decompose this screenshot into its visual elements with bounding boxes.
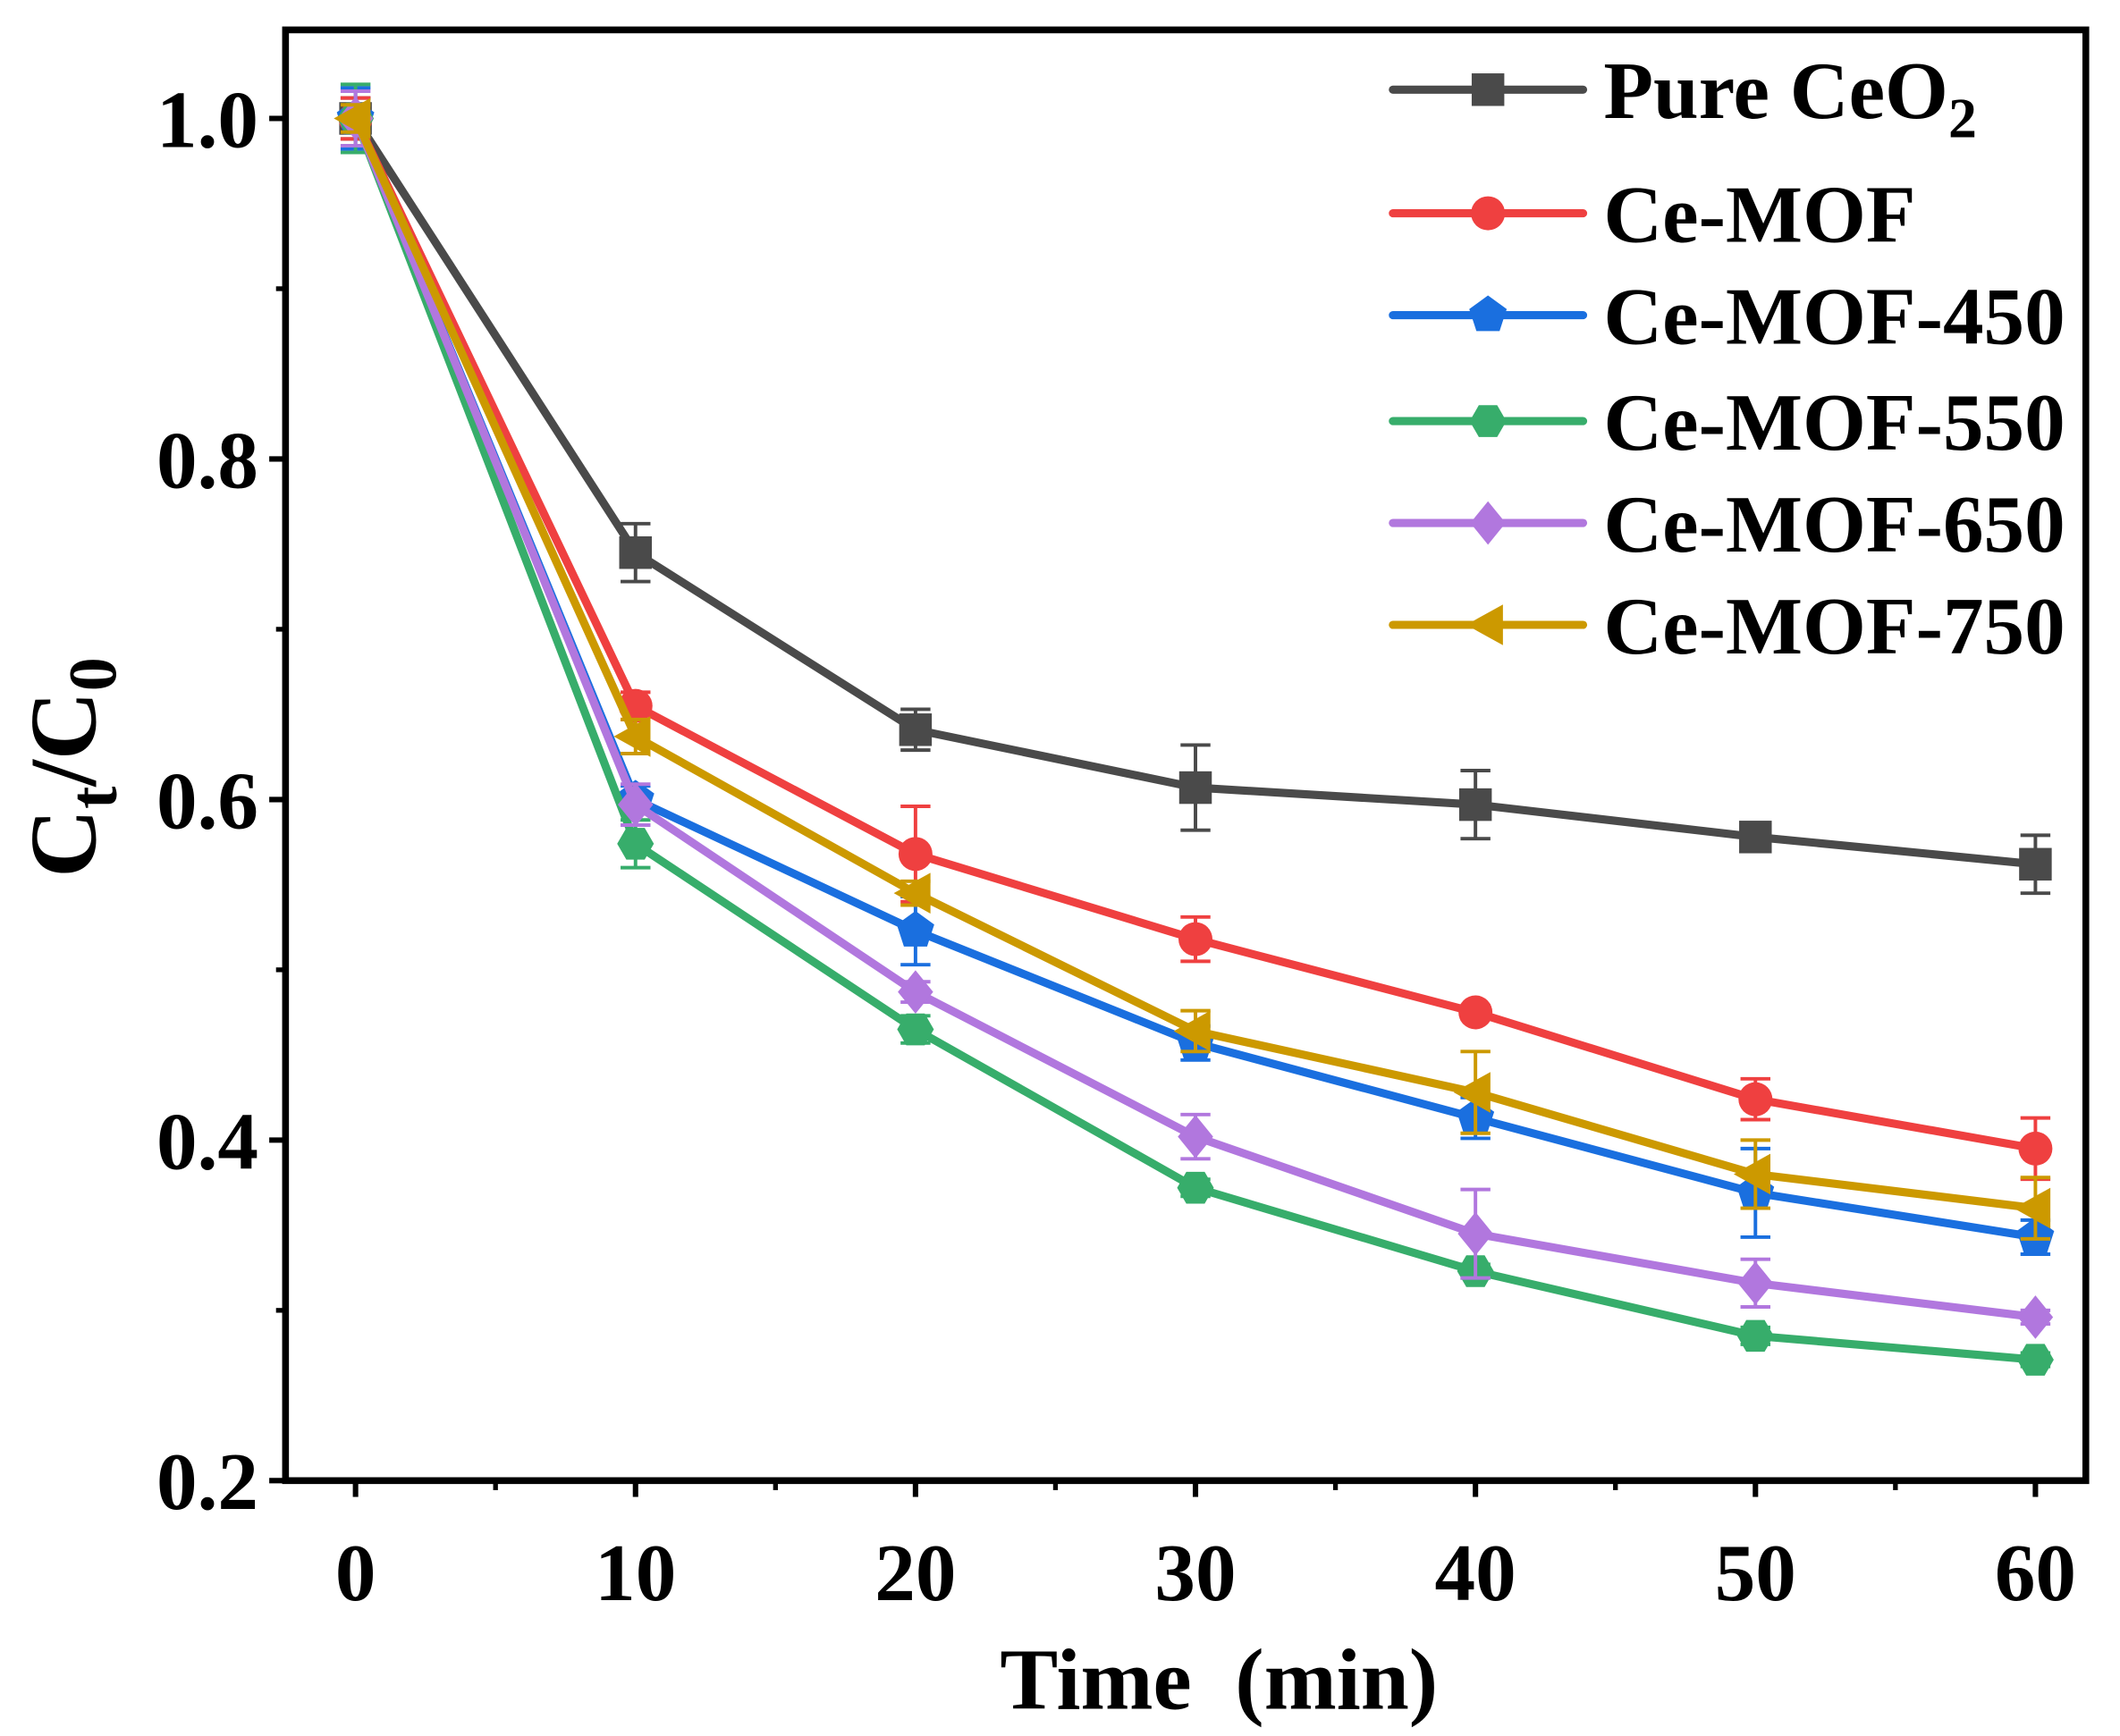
y-tick-label: 0.6 xyxy=(156,755,258,846)
ce-mof-650-point-40 xyxy=(1457,1211,1493,1256)
x-tick-label: 0 xyxy=(335,1528,376,1618)
series-ce-mof xyxy=(338,96,2053,1182)
y-tick-label: 0.2 xyxy=(156,1437,258,1527)
ce-mof-point-20 xyxy=(898,837,933,872)
legend-item-pure-ceo2: Pure CeO2 xyxy=(1389,46,1977,149)
legend-item-ce-mof: Ce-MOF xyxy=(1389,169,1916,259)
y-tick-label: 0.4 xyxy=(156,1096,258,1186)
legend-label: Ce-MOF xyxy=(1603,169,1915,259)
legend-label-text: Ce-MOF xyxy=(1603,169,1915,259)
series-ce-mof-750 xyxy=(334,97,2051,1241)
legend-label: Ce-MOF-550 xyxy=(1603,377,2065,468)
ce-mof-750-point-0 xyxy=(334,97,371,139)
pure-ceo2-point-40 xyxy=(1458,788,1492,822)
x-tick-label: 60 xyxy=(1995,1528,2076,1618)
square-marker-icon xyxy=(1471,73,1505,106)
ce-mof-750-point-30 xyxy=(1173,1010,1211,1052)
pure-ceo2-point-50 xyxy=(1739,821,1772,854)
y-axis-label-part: /C xyxy=(12,691,117,788)
pure-ceo2-point-60 xyxy=(2019,847,2052,881)
legend-label-text: Pure CeO xyxy=(1603,46,1948,136)
circle-marker-icon xyxy=(1471,196,1506,231)
pure-ceo2-point-30 xyxy=(1178,771,1212,805)
series-ce-mof-650 xyxy=(337,89,2054,1339)
legend-item-ce-mof-450: Ce-MOF-450 xyxy=(1389,271,2065,361)
ce-mof-750-point-50 xyxy=(1733,1153,1770,1195)
hexagon-marker-icon xyxy=(1469,405,1507,437)
ce-mof-point-50 xyxy=(1738,1082,1773,1117)
legend-label-text: Ce-MOF-450 xyxy=(1603,271,2065,361)
series-layer xyxy=(334,82,2055,1376)
ce-mof-650-point-30 xyxy=(1178,1115,1213,1159)
pure-ceo2-point-20 xyxy=(899,713,933,746)
y-axis-label-part: C xyxy=(12,809,117,878)
x-tick-label: 40 xyxy=(1435,1528,1516,1618)
ce-mof-650-point-60 xyxy=(2017,1295,2054,1339)
ce-mof-650-point-20 xyxy=(898,970,933,1014)
left-triangle-marker-icon xyxy=(1465,604,1503,645)
legend-label-subscript: 2 xyxy=(1948,86,1977,149)
x-tick-label: 50 xyxy=(1715,1528,1796,1618)
x-axis-label: Time (min) xyxy=(1000,1632,1438,1729)
x-tick-label: 20 xyxy=(874,1528,956,1618)
ce-mof-750-point-60 xyxy=(2014,1187,2051,1229)
legend-label-text: Ce-MOF-650 xyxy=(1603,479,2065,569)
ce-mof-550-point-20 xyxy=(897,1013,934,1046)
legend-label-text: Ce-MOF-550 xyxy=(1603,377,2065,468)
plot-frame xyxy=(282,26,2090,1485)
y-tick-label: 0.8 xyxy=(156,415,258,505)
diamond-marker-icon xyxy=(1470,501,1506,545)
ce-mof-750-point-40 xyxy=(1453,1072,1491,1113)
ce-mof-point-60 xyxy=(2018,1131,2053,1166)
legend-label: Ce-MOF-450 xyxy=(1603,271,2065,361)
ce-mof-point-40 xyxy=(1458,995,1493,1030)
legend-item-ce-mof-550: Ce-MOF-550 xyxy=(1389,377,2065,468)
ce-mof-550-point-10 xyxy=(617,828,655,860)
x-tick-label: 30 xyxy=(1154,1528,1236,1618)
x-tick-label: 10 xyxy=(595,1528,676,1618)
ce-mof-550-point-60 xyxy=(2016,1344,2054,1376)
legend-item-ce-mof-650: Ce-MOF-650 xyxy=(1389,479,2065,569)
ce-mof-750-point-10 xyxy=(613,716,651,757)
legend-item-ce-mof-750: Ce-MOF-750 xyxy=(1389,581,2065,671)
y-tick-label: 1.0 xyxy=(156,74,258,164)
pentagon-marker-icon xyxy=(1469,295,1508,332)
ce-mof-650-point-10 xyxy=(618,782,654,827)
ce-mof-550-point-50 xyxy=(1736,1319,1774,1353)
ce-mof-550-point-30 xyxy=(1177,1171,1214,1204)
ce-mof-750-point-20 xyxy=(893,872,931,914)
legend-label: Pure CeO2 xyxy=(1603,46,1977,149)
y-axis-label: Ct/C0 xyxy=(12,657,131,877)
y-axis-label-subscript: t xyxy=(55,787,131,809)
pure-ceo2-point-10 xyxy=(619,535,652,569)
legend: Pure CeO2 Ce-MOF Ce-MOF-450 Ce-MOF-550 Ce-MO… xyxy=(1389,46,2065,671)
ce-mof-650-point-50 xyxy=(1737,1261,1774,1305)
y-axis-label-subscript: 0 xyxy=(55,657,131,691)
legend-label: Ce-MOF-750 xyxy=(1603,581,2065,671)
legend-label: Ce-MOF-650 xyxy=(1603,479,2065,569)
ce-mof-point-30 xyxy=(1178,922,1213,956)
ce-mof-450-point-20 xyxy=(896,911,934,947)
legend-label-text: Ce-MOF-750 xyxy=(1603,581,2065,671)
axes: 0.2 0.4 0.6 0.8 1.0 0 10 20 30 40 50 60 xyxy=(156,74,2076,1618)
